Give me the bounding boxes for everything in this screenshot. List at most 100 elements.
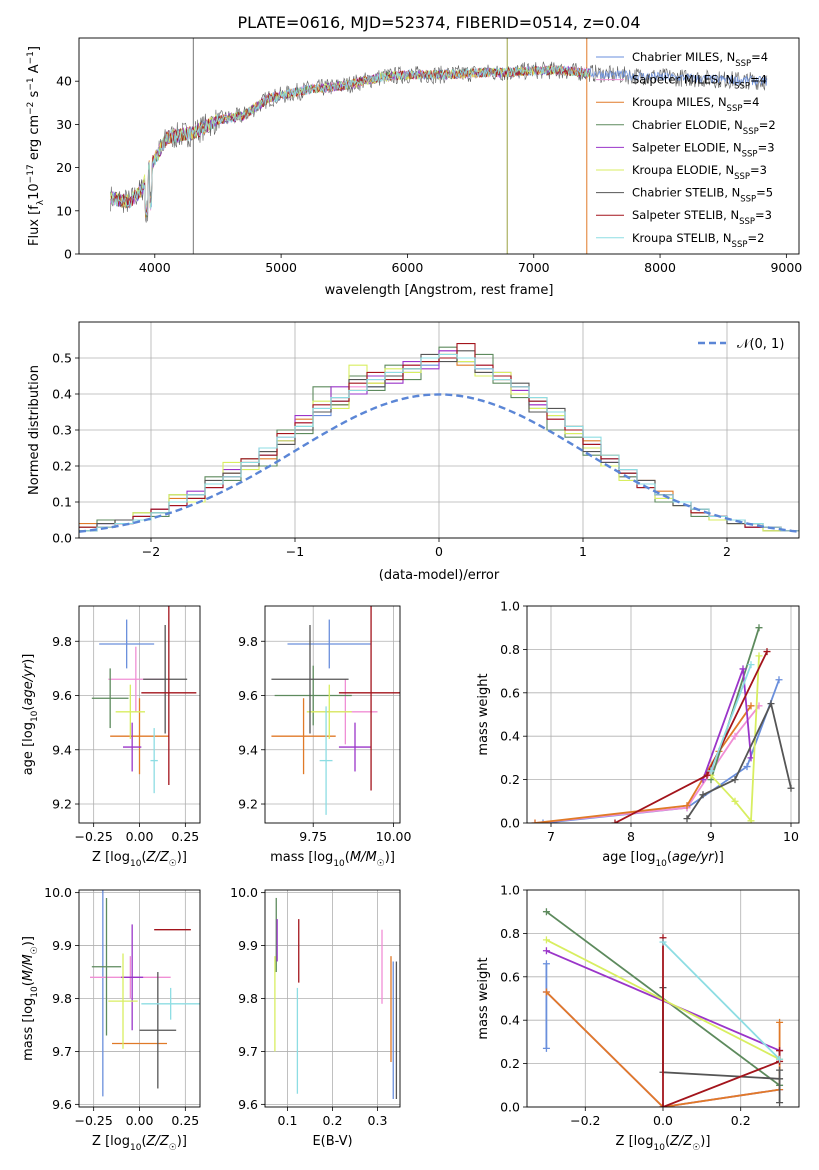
- y-tick-label: 0.4: [52, 387, 72, 402]
- data-point: [747, 661, 755, 669]
- x-tick-label: 0.2: [323, 1113, 343, 1128]
- legend-label: Kroupa MILES, NSSP=4: [632, 95, 759, 114]
- series-6: [662, 987, 781, 1103]
- data-point: [531, 819, 539, 823]
- data-point: [542, 908, 550, 916]
- y-tick-label: 9.6: [52, 688, 72, 703]
- y-tick-label: 0: [64, 247, 72, 262]
- panel-histogram: −2 −1 0 1 2 0.0 0.1 0.2 0.3 0.4 0.5 𝒩(0, 1) (data-mo…: [27, 321, 800, 583]
- legend-label: 𝒩(0, 1): [737, 337, 784, 352]
- x-tick-label: 5000: [265, 260, 297, 275]
- legend-label: Chabrier MILES, NSSP=4: [632, 50, 768, 69]
- series-8: [662, 941, 781, 1060]
- legend-label: Salpeter ELODIE, NSSP=3: [632, 140, 775, 159]
- data-point: [776, 1066, 784, 1074]
- x-tick-label: 9.75: [299, 829, 327, 844]
- data-point: [707, 767, 715, 775]
- data-point: [776, 1055, 784, 1063]
- data-point: [542, 988, 550, 996]
- figure-title: PLATE=0616, MJD=52374, FIBERID=0514, z=0…: [237, 13, 640, 32]
- x-axis-label: (data-model)/error: [379, 568, 500, 583]
- y-tick-label: 9.6: [238, 1097, 258, 1112]
- spectrum-3: [110, 65, 591, 218]
- data-point: [776, 1018, 784, 1026]
- data-point: [763, 648, 771, 656]
- y-tick-label: 0.2: [500, 772, 520, 787]
- y-tick-label: 0.8: [500, 642, 520, 657]
- x-tick-label: −0.2: [570, 1113, 600, 1128]
- legend-label: Chabrier STELIB, NSSP=5: [632, 186, 773, 205]
- data-point: [611, 819, 619, 823]
- y-tick-label: 0.6: [500, 685, 520, 700]
- y-tick-label: 0.0: [52, 531, 72, 546]
- axes-frame: [78, 889, 201, 1108]
- y-tick-label: 9.2: [238, 797, 258, 812]
- spectrum-2: [110, 65, 591, 219]
- y-tick-label: 9.2: [52, 797, 72, 812]
- spectrum-8: [110, 64, 591, 215]
- data-point: [776, 1099, 784, 1107]
- x-tick-label: 7: [547, 829, 555, 844]
- axes-frame: [526, 605, 800, 824]
- normal-curve: [79, 393, 799, 533]
- y-tick-label: 0.5: [52, 351, 72, 366]
- x-axis-label: E(B-V): [312, 1134, 352, 1149]
- data-point: [776, 1075, 784, 1083]
- spectrum-lines: [110, 38, 768, 254]
- panel-mass_vs_Z: −0.25 0.00 0.25 9.6 9.7 9.8 9.9 10.0 Z [log10(Z/…: [21, 885, 201, 1153]
- x-tick-label: 0.00: [126, 1113, 154, 1128]
- panel-spectrum: 4000 5000 6000 7000 8000 9000 0 10 20 30 40 wavelen…: [26, 37, 802, 298]
- errorbars: [91, 606, 197, 794]
- weight-lines: [531, 624, 795, 823]
- panel-mass_vs_EBV: 0.1 0.2 0.3 9.6 9.7 9.8 9.9 10.0 E(B-V): [230, 885, 401, 1149]
- y-tick-label: 0.6: [500, 969, 520, 984]
- y-tick-label: 9.8: [238, 634, 258, 649]
- weight-lines: [542, 908, 784, 1107]
- y-tick-label: 1.0: [500, 599, 520, 614]
- data-point: [699, 791, 707, 799]
- series-7: [662, 937, 781, 1107]
- errorbars: [90, 890, 200, 1097]
- data-point: [731, 776, 739, 784]
- x-tick-label: 8: [627, 829, 635, 844]
- legend-label: Salpeter STELIB, NSSP=3: [632, 208, 772, 227]
- data-point: [747, 702, 755, 710]
- legend-label: Kroupa STELIB, NSSP=2: [632, 231, 764, 250]
- spectrum-legend: Chabrier MILES, NSSP=4 Salpeter MILES, NS…: [596, 50, 776, 250]
- y-axis-label: age [log10(age/yr)]: [21, 654, 40, 776]
- legend-label: Kroupa ELODIE, NSSP=3: [632, 163, 767, 182]
- x-tick-label: 10.00: [376, 829, 412, 844]
- data-point: [542, 947, 550, 955]
- data-point: [703, 771, 711, 779]
- panel-age_vs_mass: 9.75 10.00 9.2 9.4 9.6 9.8 mass [log10(M/M☉)]: [238, 605, 412, 869]
- y-axis-label: mass weight: [476, 957, 491, 1039]
- axes-frame: [78, 321, 800, 539]
- data-point: [743, 763, 751, 771]
- y-axis-label: mass [log10(M/M☉)]: [21, 936, 40, 1061]
- y-tick-label: 30: [56, 117, 72, 132]
- series-2: [534, 705, 752, 823]
- x-axis-label: age [log10(age/yr)]: [602, 850, 724, 869]
- y-tick-label: 20: [56, 160, 72, 175]
- y-tick-label: 0.1: [52, 495, 72, 510]
- axes-frame: [78, 605, 201, 824]
- y-tick-label: 0.2: [500, 1056, 520, 1071]
- x-tick-label: −0.25: [75, 829, 113, 844]
- histogram-steps: [79, 343, 799, 533]
- data-point: [542, 936, 550, 944]
- x-tick-label: 8000: [644, 260, 676, 275]
- x-axis-label: Z [log10(Z/Z☉)]: [92, 850, 187, 869]
- data-point: [755, 652, 763, 660]
- series-8: [710, 664, 752, 772]
- x-tick-label: 7000: [518, 260, 550, 275]
- x-tick-label: 0.1: [278, 1113, 298, 1128]
- y-tick-label: 0.8: [500, 926, 520, 941]
- series-3: [710, 627, 760, 780]
- x-axis-label: Z [log10(Z/Z☉)]: [616, 1134, 711, 1153]
- x-tick-label: 1: [579, 544, 587, 559]
- data-point: [683, 802, 691, 810]
- axes-frame: [526, 889, 800, 1108]
- x-tick-label: 9: [707, 829, 715, 844]
- data-point: [739, 665, 747, 673]
